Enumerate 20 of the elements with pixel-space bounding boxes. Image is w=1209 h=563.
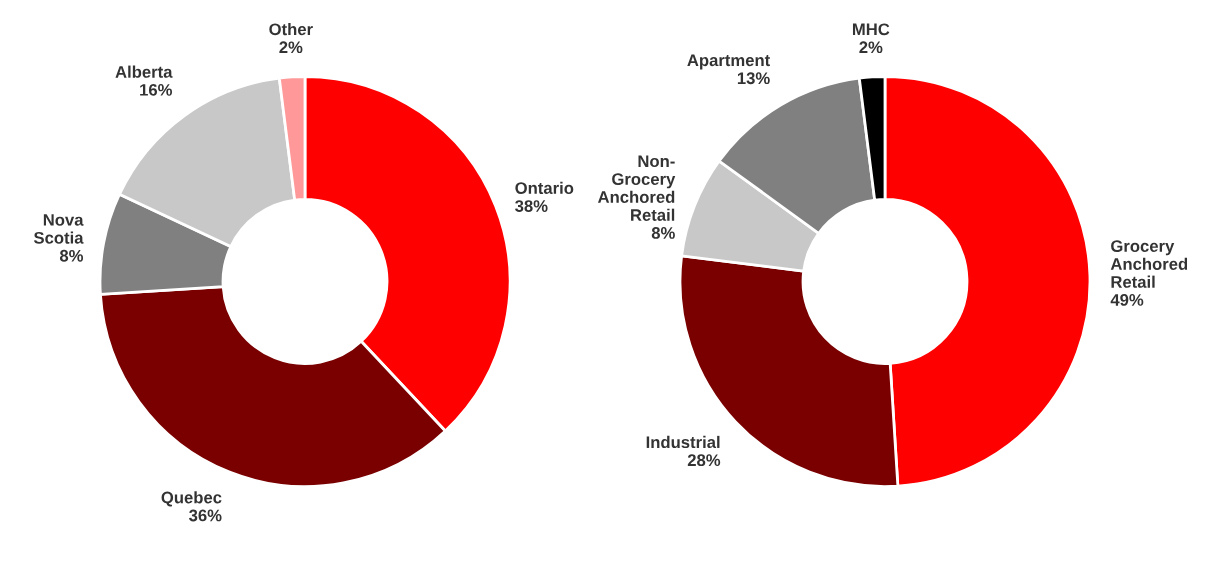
- slice-label: Alberta: [115, 65, 173, 78]
- data-label: 8%: [651, 227, 675, 239]
- data-label: 16%: [140, 83, 173, 96]
- data-label: 49%: [1110, 294, 1144, 306]
- slice-label: Apartment: [687, 54, 771, 70]
- data-label: 38%: [515, 200, 548, 212]
- data-label: 28%: [687, 454, 721, 467]
- slice-label: Other: [269, 22, 313, 36]
- slice-label: MHC: [852, 23, 890, 36]
- slice-label: Nova Scotia: [33, 214, 84, 244]
- data-label: 8%: [59, 249, 84, 262]
- data-label: 36%: [189, 509, 222, 522]
- data-label: 2%: [859, 41, 883, 54]
- data-label: 2%: [279, 41, 303, 54]
- slice-label: Quebec: [161, 491, 222, 507]
- slice-label: Non- Grocery Anchored Retail: [597, 155, 676, 221]
- slice-label: Industrial: [646, 435, 720, 449]
- slice-label: Grocery Anchored Retail: [1110, 240, 1188, 288]
- slice-label: Ontario: [515, 181, 574, 194]
- data-label: 13%: [737, 72, 770, 85]
